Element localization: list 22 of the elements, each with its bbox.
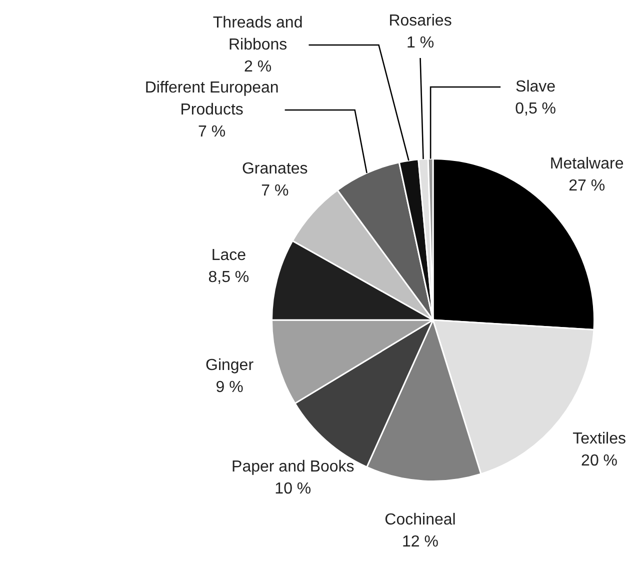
data-label: 20 % — [581, 452, 618, 470]
data-label: 7 % — [198, 123, 226, 140]
slice-label: Ginger — [205, 357, 254, 374]
data-label: 27 % — [568, 178, 606, 195]
slice-label: Granates — [242, 160, 308, 178]
data-label: 9 % — [216, 379, 244, 396]
slice-label: Threads and Ribbons — [212, 14, 303, 54]
data-label: 7 % — [261, 182, 289, 200]
data-label: 10 % — [274, 480, 312, 498]
slice-label: Slave — [516, 78, 556, 96]
slice-label: Different European Products — [144, 79, 279, 118]
data-label: 0,5 % — [515, 100, 556, 118]
slice-label: Metalware — [550, 156, 624, 173]
slice-label: Paper and Books — [232, 458, 354, 476]
slice-label: Lace — [211, 246, 246, 264]
slice-label: Cochineal — [384, 511, 456, 528]
data-label: 8,5 % — [208, 268, 250, 286]
slice-label: Rosaries — [388, 12, 452, 30]
data-label: 1 % — [406, 34, 434, 52]
data-label: 2 % — [244, 58, 272, 76]
slice-label: Textiles — [572, 430, 626, 448]
data-label: 12 % — [402, 533, 438, 550]
